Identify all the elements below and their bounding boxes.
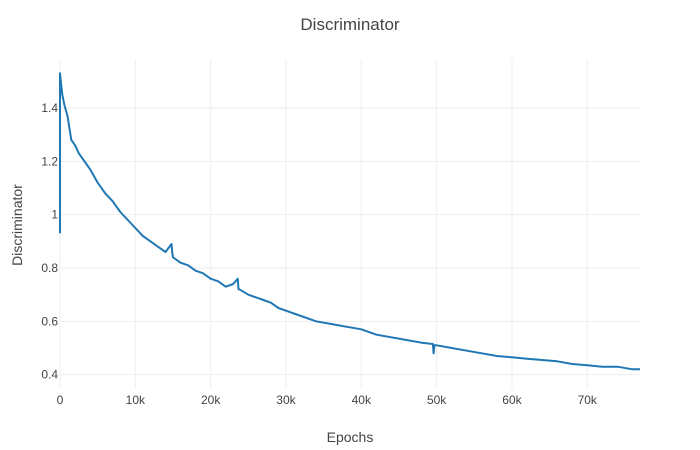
y-tick-label: 0.4 [41, 368, 58, 382]
x-tick-label: 60k [502, 393, 522, 407]
series-line [59, 72, 640, 371]
y-tick-label: 1 [51, 208, 58, 222]
series-layer [59, 72, 640, 371]
y-tick-label: 0.8 [41, 261, 58, 275]
grid [59, 60, 640, 388]
chart-title: Discriminator [300, 15, 400, 34]
y-tick-label: 0.6 [41, 314, 58, 328]
x-tick-label: 20k [201, 393, 221, 407]
x-tick-label: 50k [427, 393, 447, 407]
x-tick-label: 30k [276, 393, 296, 407]
y-axis-ticks: 0.4 0.6 0.8 1 1.2 1.4 [41, 101, 58, 382]
y-axis-title: Discriminator [9, 184, 25, 266]
y-tick-label: 1.4 [41, 101, 58, 115]
x-tick-label: 40k [352, 393, 372, 407]
x-axis-ticks: 0 10k 20k 30k 40k 50k 60k 70k [57, 393, 598, 407]
x-tick-label: 0 [57, 393, 64, 407]
y-tick-label: 1.2 [41, 154, 58, 168]
x-tick-label: 70k [578, 393, 598, 407]
x-tick-label: 10k [126, 393, 146, 407]
x-axis-title: Epochs [327, 429, 374, 445]
